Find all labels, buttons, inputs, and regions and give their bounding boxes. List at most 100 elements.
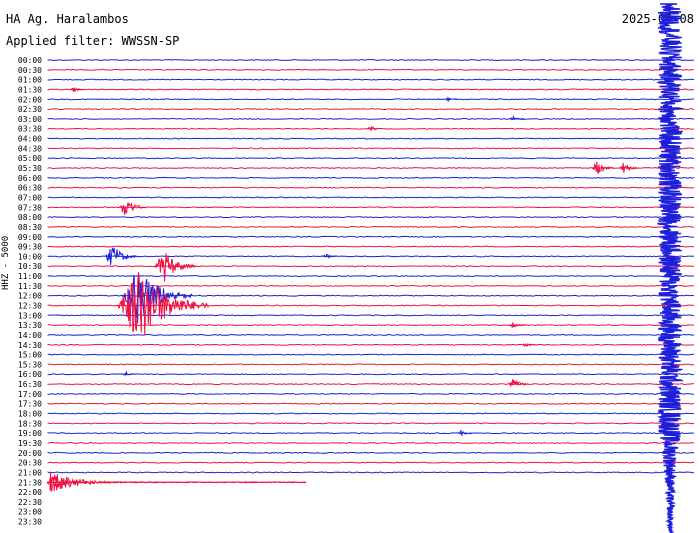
time-tick-label: 02:30 xyxy=(18,105,42,114)
seismic-event-4 xyxy=(591,161,614,175)
time-tick-label: 03:30 xyxy=(18,125,42,134)
seismic-coda-2130 xyxy=(49,471,307,492)
time-tick-label: 04:00 xyxy=(18,135,42,144)
trace-line-0930 xyxy=(47,245,695,248)
seismic-event-5 xyxy=(618,162,638,173)
time-tick-label: 13:00 xyxy=(18,311,42,320)
trace-line-0300 xyxy=(47,117,695,120)
seismic-event-13 xyxy=(522,342,537,348)
trace-line-1130 xyxy=(47,284,695,287)
time-tick-label: 14:00 xyxy=(18,331,42,340)
trace-line-1230 xyxy=(47,304,695,307)
seismic-event-0 xyxy=(70,87,85,92)
time-tick-label: 06:00 xyxy=(18,174,42,183)
time-tick-label: 18:00 xyxy=(18,410,42,419)
time-tick-label: 10:00 xyxy=(18,252,42,261)
time-tick-label: 00:00 xyxy=(18,56,42,65)
time-tick-label: 16:00 xyxy=(18,370,42,379)
trace-line-2030 xyxy=(47,461,695,464)
time-tick-label: 02:00 xyxy=(18,95,42,104)
time-tick-label: 11:00 xyxy=(18,272,42,281)
time-tick-label: 17:30 xyxy=(18,400,42,409)
seismic-event-3 xyxy=(367,125,382,132)
trace-line-0000 xyxy=(47,59,695,61)
trace-line-1730 xyxy=(47,402,695,405)
time-tick-label: 11:30 xyxy=(18,282,42,291)
seismic-event-6 xyxy=(118,202,147,215)
seismic-event-1 xyxy=(445,96,458,103)
trace-line-1400 xyxy=(47,333,695,336)
late-signal-block xyxy=(656,3,684,533)
trace-line-1100 xyxy=(47,275,695,278)
time-tick-label: 13:30 xyxy=(18,321,42,330)
time-tick-label: 08:00 xyxy=(18,213,42,222)
trace-line-0630 xyxy=(47,186,695,189)
trace-line-0100 xyxy=(47,78,695,81)
time-tick-label: 23:30 xyxy=(18,518,42,527)
time-tick-label: 19:30 xyxy=(18,439,42,448)
seismic-event-11 xyxy=(117,272,209,336)
time-tick-label: 03:00 xyxy=(18,115,42,124)
time-tick-label: 05:00 xyxy=(18,154,42,163)
time-tick-label: 20:30 xyxy=(18,459,42,468)
seismic-event-8 xyxy=(322,253,337,260)
trace-line-0030 xyxy=(47,68,695,71)
time-tick-label: 07:00 xyxy=(18,193,42,202)
time-tick-label: 14:30 xyxy=(18,341,42,350)
seismic-event-2 xyxy=(509,115,524,121)
time-tick-label: 18:30 xyxy=(18,419,42,428)
time-tick-label: 06:30 xyxy=(18,184,42,193)
trace-line-0400 xyxy=(47,137,695,140)
trace-line-1500 xyxy=(47,353,695,356)
seismic-event-12 xyxy=(509,322,526,328)
time-tick-label: 12:00 xyxy=(18,292,42,301)
time-tick-label: 01:00 xyxy=(18,76,42,85)
time-tick-label: 08:30 xyxy=(18,223,42,232)
trace-line-0500 xyxy=(47,157,695,160)
time-tick-label: 22:30 xyxy=(18,498,42,507)
time-tick-label: 20:00 xyxy=(18,449,42,458)
trace-line-1600 xyxy=(47,373,695,376)
time-tick-label: 15:30 xyxy=(18,360,42,369)
trace-line-2000 xyxy=(47,451,695,454)
time-tick-label: 12:30 xyxy=(18,302,42,311)
trace-line-0230 xyxy=(47,108,695,111)
time-tick-label: 05:30 xyxy=(18,164,42,173)
trace-line-2100 xyxy=(47,471,695,474)
seismic-event-16 xyxy=(458,429,473,436)
time-tick-label: 10:30 xyxy=(18,262,42,271)
time-tick-label: 23:00 xyxy=(18,508,42,517)
time-tick-label: 17:00 xyxy=(18,390,42,399)
time-tick-label: 00:30 xyxy=(18,66,42,75)
station-title: HA Ag. Haralambos xyxy=(6,12,129,26)
time-tick-label: 04:30 xyxy=(18,144,42,153)
trace-line-0830 xyxy=(47,225,695,228)
trace-line-1300 xyxy=(47,314,695,317)
time-tick-label: 09:00 xyxy=(18,233,42,242)
time-tick-label: 21:30 xyxy=(18,478,42,487)
trace-line-0600 xyxy=(47,176,695,179)
time-tick-label: 16:30 xyxy=(18,380,42,389)
trace-line-1430 xyxy=(47,343,695,346)
time-tick-label: 15:00 xyxy=(18,351,42,360)
seismic-event-7 xyxy=(104,247,138,266)
trace-line-1530 xyxy=(47,363,695,366)
trace-line-1330 xyxy=(47,324,695,327)
time-tick-label: 22:00 xyxy=(18,488,42,497)
trace-line-1800 xyxy=(47,412,695,415)
time-tick-label: 09:30 xyxy=(18,243,42,252)
trace-line-0200 xyxy=(47,98,695,101)
trace-line-0130 xyxy=(47,88,695,91)
trace-line-1930 xyxy=(47,442,695,444)
time-tick-label: 19:00 xyxy=(18,429,42,438)
trace-line-0530 xyxy=(47,167,695,170)
filter-label: Applied filter: WWSSN-SP xyxy=(6,34,180,48)
trace-line-0800 xyxy=(47,216,695,219)
trace-line-0730 xyxy=(47,206,695,209)
seismic-event-15 xyxy=(122,370,137,377)
time-tick-label: 07:30 xyxy=(18,203,42,212)
trace-line-0900 xyxy=(47,235,695,238)
seismic-event-14 xyxy=(508,379,529,388)
seismic-event-9 xyxy=(154,253,196,282)
